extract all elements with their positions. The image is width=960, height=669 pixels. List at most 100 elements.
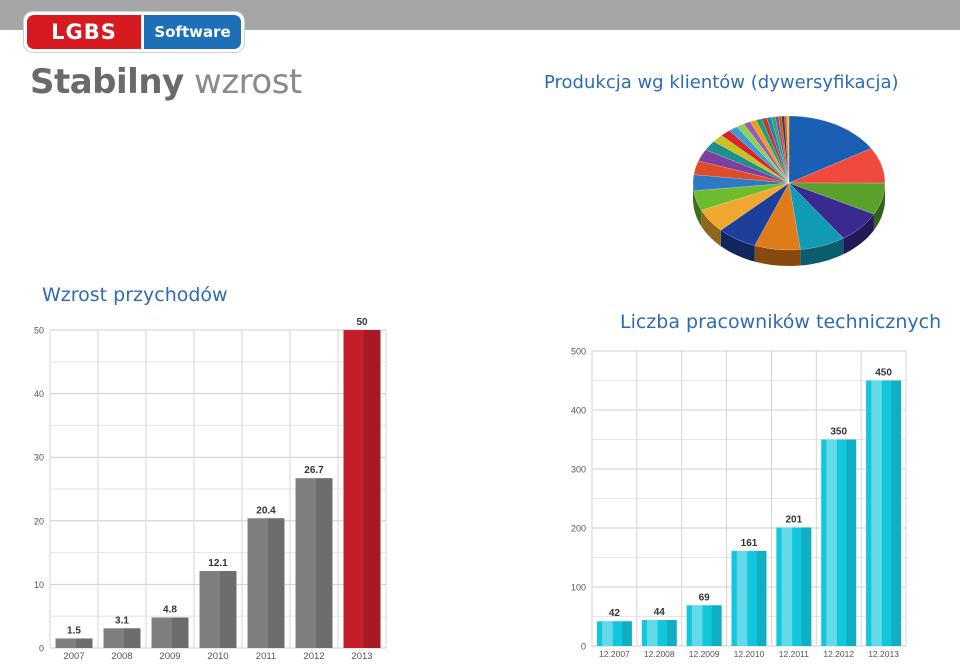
pie-slice-18 bbox=[743, 121, 790, 184]
bar bbox=[55, 638, 93, 648]
bar bbox=[247, 518, 285, 648]
staff-chart-title: Liczba pracowników technicznych bbox=[620, 311, 942, 333]
pie-slice-9 bbox=[693, 182, 790, 211]
bar bbox=[295, 478, 333, 648]
bar-value-label: 350 bbox=[830, 427, 847, 438]
bar-group bbox=[55, 638, 93, 648]
bar-group bbox=[686, 605, 722, 646]
pie-slice-side bbox=[843, 214, 874, 255]
bar-value-label: 50 bbox=[356, 317, 368, 328]
pie-slice-22 bbox=[766, 116, 790, 184]
bar-shade bbox=[891, 380, 902, 646]
bar-group bbox=[776, 527, 812, 646]
bar-group bbox=[295, 478, 333, 648]
bar-value-label: 12.1 bbox=[208, 558, 228, 569]
bar-group bbox=[821, 439, 857, 646]
pie-slice-21 bbox=[761, 117, 790, 184]
pie-slice-24 bbox=[774, 116, 790, 184]
bar-shade bbox=[711, 605, 722, 646]
pie-slice-side bbox=[754, 245, 801, 266]
revenue-chart-title: Wzrost przychodów bbox=[42, 284, 228, 306]
y-tick-label: 400 bbox=[571, 406, 586, 416]
pie-slice-20 bbox=[755, 118, 790, 184]
pie-slice-10 bbox=[692, 174, 790, 192]
bar-shade bbox=[622, 621, 632, 646]
y-tick-label: 40 bbox=[34, 389, 44, 399]
y-tick-label: 0 bbox=[39, 644, 44, 654]
bar-value-label: 20.4 bbox=[256, 505, 276, 516]
pie-slice-side bbox=[800, 238, 844, 266]
bar-shade bbox=[75, 638, 93, 648]
pie-slice-11 bbox=[693, 160, 790, 184]
x-category-label: 12.2011 bbox=[779, 649, 809, 659]
x-category-label: 12.2013 bbox=[868, 649, 899, 659]
bar bbox=[641, 620, 677, 646]
bar-group bbox=[731, 551, 767, 646]
bar-group bbox=[199, 571, 237, 648]
bar-group bbox=[641, 620, 677, 646]
slide-title: Stabilny wzrost bbox=[30, 62, 302, 102]
pie-slice-15 bbox=[721, 130, 790, 184]
y-tick-label: 500 bbox=[571, 347, 586, 357]
bar-value-label: 201 bbox=[786, 514, 803, 525]
bar-value-label: 161 bbox=[741, 538, 758, 549]
bar bbox=[343, 330, 381, 648]
bar-sheen bbox=[826, 439, 837, 646]
bar-sheen bbox=[691, 605, 703, 646]
x-category-label: 2008 bbox=[111, 651, 132, 662]
x-category-label: 2009 bbox=[159, 651, 180, 662]
bar-group bbox=[151, 617, 189, 648]
x-category-label: 12.2007 bbox=[599, 649, 630, 659]
bar-group bbox=[343, 330, 381, 648]
bar-sheen bbox=[602, 621, 613, 646]
bar bbox=[151, 617, 189, 648]
y-tick-label: 300 bbox=[571, 465, 586, 475]
x-category-label: 2007 bbox=[63, 651, 84, 662]
bar-sheen bbox=[647, 620, 658, 646]
pie-slice-2 bbox=[788, 148, 886, 184]
pie-slice-side bbox=[720, 230, 755, 262]
pie-slice-26 bbox=[781, 115, 790, 184]
pie-slice-19 bbox=[749, 119, 790, 184]
bar-value-label: 3.1 bbox=[115, 615, 129, 626]
pie-slice-28 bbox=[786, 115, 790, 184]
x-category-label: 2010 bbox=[207, 651, 228, 662]
y-tick-label: 20 bbox=[34, 516, 44, 526]
slide-title-light: wzrost bbox=[194, 62, 302, 102]
logo-lgbs-part: LGBS bbox=[27, 15, 141, 49]
x-category-label: 2013 bbox=[351, 651, 372, 662]
pie-slice-14 bbox=[713, 135, 790, 184]
y-tick-label: 200 bbox=[571, 524, 586, 534]
company-logo: LGBS Software bbox=[24, 12, 244, 52]
bar bbox=[596, 621, 632, 646]
bar-shade bbox=[267, 518, 285, 648]
bar-shade bbox=[171, 617, 189, 648]
pie-slice-12 bbox=[698, 149, 790, 184]
pie-slice-4 bbox=[788, 182, 875, 239]
bar-shade bbox=[801, 527, 812, 646]
pie-slice-6 bbox=[754, 182, 801, 251]
bar-sheen bbox=[736, 551, 748, 646]
pie-slice-1 bbox=[788, 115, 872, 184]
bar bbox=[866, 380, 902, 646]
bar-value-label: 42 bbox=[609, 608, 621, 619]
pie-slice-25 bbox=[778, 115, 790, 184]
pie-slice-5 bbox=[788, 182, 844, 250]
x-category-label: 12.2009 bbox=[689, 649, 720, 659]
x-category-label: 12.2010 bbox=[734, 649, 765, 659]
y-tick-label: 50 bbox=[34, 326, 44, 336]
bar bbox=[686, 605, 722, 646]
bar-sheen bbox=[781, 527, 793, 646]
y-tick-label: 0 bbox=[581, 642, 586, 652]
pie-slice-16 bbox=[728, 126, 790, 184]
pie-slice-side bbox=[873, 183, 885, 231]
bar bbox=[821, 439, 857, 646]
bar-value-label: 1.5 bbox=[67, 625, 81, 636]
pie-slice-8 bbox=[700, 182, 790, 231]
bar-shade bbox=[219, 571, 237, 648]
pie-slice-17 bbox=[736, 123, 790, 184]
pie-slice-27 bbox=[784, 115, 790, 184]
bar bbox=[103, 628, 141, 648]
pie-slice-7 bbox=[720, 182, 790, 246]
